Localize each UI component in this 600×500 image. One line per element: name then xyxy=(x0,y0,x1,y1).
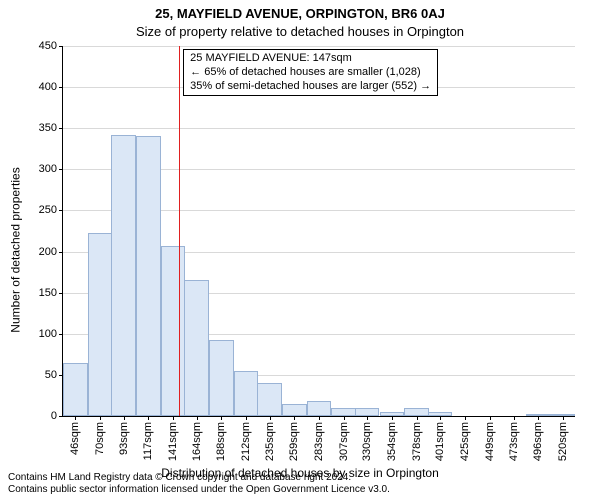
annotation-line: 25 MAYFIELD AVENUE: 147sqm xyxy=(190,52,431,66)
histogram-bar xyxy=(88,233,112,416)
y-tick-mark xyxy=(59,87,63,88)
x-tick-mark xyxy=(197,416,198,420)
histogram-bar xyxy=(111,135,135,416)
y-tick-mark xyxy=(59,293,63,294)
y-tick-label: 0 xyxy=(51,410,57,422)
x-tick-label: 212sqm xyxy=(240,422,252,461)
x-tick-label: 164sqm xyxy=(191,422,203,461)
x-tick-mark xyxy=(173,416,174,420)
reference-line xyxy=(179,46,180,416)
y-tick-label: 350 xyxy=(39,122,57,134)
x-tick-label: 401sqm xyxy=(434,422,446,461)
histogram-bar xyxy=(257,383,281,416)
histogram-chart: 25, MAYFIELD AVENUE, ORPINGTON, BR6 0AJ … xyxy=(0,0,600,500)
x-tick-mark xyxy=(75,416,76,420)
annotation-box: 25 MAYFIELD AVENUE: 147sqm← 65% of detac… xyxy=(183,49,438,96)
chart-subtitle: Size of property relative to detached ho… xyxy=(0,24,600,39)
x-tick-label: 496sqm xyxy=(532,422,544,461)
histogram-bar xyxy=(404,408,428,416)
y-tick-mark xyxy=(59,334,63,335)
y-tick-mark xyxy=(59,46,63,47)
grid-line xyxy=(63,46,575,47)
histogram-bar xyxy=(184,280,208,416)
y-tick-label: 100 xyxy=(39,328,57,340)
annotation-line: 35% of semi-detached houses are larger (… xyxy=(190,80,431,94)
x-tick-label: 330sqm xyxy=(361,422,373,461)
histogram-bar xyxy=(307,401,331,416)
x-tick-mark xyxy=(124,416,125,420)
x-tick-mark xyxy=(221,416,222,420)
grid-line xyxy=(63,128,575,129)
y-tick-label: 400 xyxy=(39,81,57,93)
histogram-bar xyxy=(355,408,379,416)
x-tick-mark xyxy=(148,416,149,420)
histogram-bar xyxy=(234,371,258,416)
x-tick-label: 93sqm xyxy=(118,422,130,455)
x-tick-label: 117sqm xyxy=(142,422,154,460)
x-tick-mark xyxy=(417,416,418,420)
x-tick-label: 235sqm xyxy=(264,422,276,461)
histogram-bar xyxy=(161,246,185,416)
histogram-bar xyxy=(282,404,306,416)
annotation-line: ← 65% of detached houses are smaller (1,… xyxy=(190,66,431,80)
footer-line-2: Contains public sector information licen… xyxy=(8,484,390,496)
y-tick-label: 200 xyxy=(39,246,57,258)
x-tick-mark xyxy=(563,416,564,420)
x-tick-mark xyxy=(514,416,515,420)
plot-area: 05010015020025030035040045046sqm70sqm93s… xyxy=(62,46,575,417)
y-tick-mark xyxy=(59,128,63,129)
x-tick-mark xyxy=(270,416,271,420)
y-tick-label: 150 xyxy=(39,287,57,299)
x-tick-label: 70sqm xyxy=(94,422,106,455)
histogram-bar xyxy=(136,136,160,416)
histogram-bar xyxy=(331,408,355,416)
x-tick-label: 307sqm xyxy=(338,422,350,461)
y-tick-label: 300 xyxy=(39,163,57,175)
y-tick-label: 250 xyxy=(39,204,57,216)
x-tick-label: 283sqm xyxy=(313,422,325,461)
x-tick-mark xyxy=(319,416,320,420)
x-tick-mark xyxy=(440,416,441,420)
histogram-bar xyxy=(209,340,233,416)
footer-line-1: Contains HM Land Registry data © Crown c… xyxy=(8,472,390,484)
histogram-bar xyxy=(63,363,87,416)
x-tick-mark xyxy=(344,416,345,420)
y-tick-mark xyxy=(59,252,63,253)
x-tick-mark xyxy=(294,416,295,420)
x-tick-label: 378sqm xyxy=(411,422,423,461)
x-tick-label: 473sqm xyxy=(508,422,520,461)
x-tick-label: 46sqm xyxy=(69,422,81,455)
x-tick-label: 354sqm xyxy=(386,422,398,461)
x-tick-mark xyxy=(392,416,393,420)
x-tick-mark xyxy=(490,416,491,420)
x-tick-mark xyxy=(367,416,368,420)
x-tick-mark xyxy=(100,416,101,420)
x-tick-label: 425sqm xyxy=(459,422,471,461)
x-tick-label: 188sqm xyxy=(215,422,227,461)
x-tick-label: 520sqm xyxy=(557,422,569,461)
y-tick-label: 50 xyxy=(45,369,57,381)
y-tick-mark xyxy=(59,416,63,417)
y-tick-mark xyxy=(59,169,63,170)
x-tick-mark xyxy=(538,416,539,420)
x-tick-mark xyxy=(465,416,466,420)
y-axis-label-container: Number of detached properties xyxy=(8,0,24,500)
footer-attribution: Contains HM Land Registry data © Crown c… xyxy=(8,472,390,496)
chart-title: 25, MAYFIELD AVENUE, ORPINGTON, BR6 0AJ xyxy=(0,6,600,21)
x-tick-label: 259sqm xyxy=(288,422,300,461)
x-tick-mark xyxy=(246,416,247,420)
x-tick-label: 141sqm xyxy=(167,422,179,461)
y-axis-label: Number of detached properties xyxy=(9,167,23,332)
y-tick-mark xyxy=(59,210,63,211)
x-tick-label: 449sqm xyxy=(484,422,496,461)
y-tick-label: 450 xyxy=(39,40,57,52)
